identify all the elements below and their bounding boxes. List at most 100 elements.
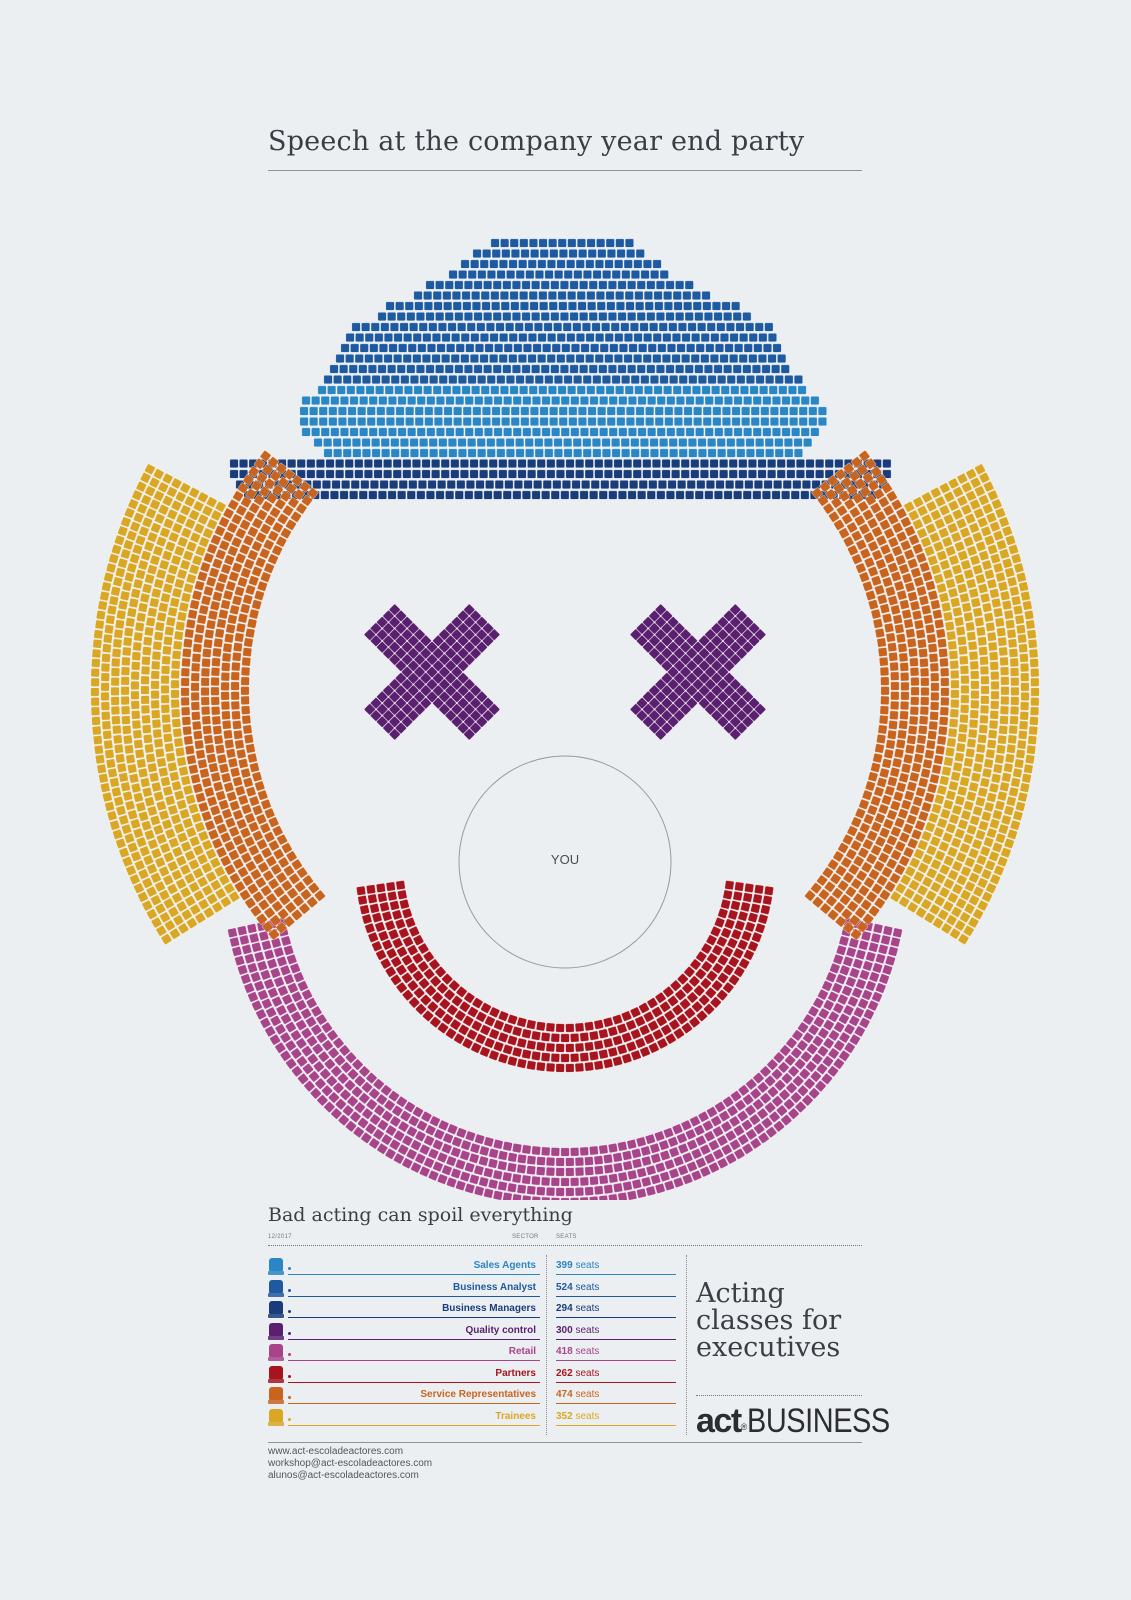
- seat: [187, 609, 198, 620]
- seat: [894, 840, 906, 852]
- seat: [940, 808, 951, 820]
- seat: [663, 385, 673, 395]
- seat: [290, 1011, 303, 1023]
- seat: [666, 427, 676, 437]
- seat: [146, 863, 158, 875]
- seat: [197, 491, 209, 504]
- seat: [409, 374, 420, 385]
- seat: [668, 1168, 680, 1179]
- seat: [563, 448, 573, 458]
- seat: [750, 406, 760, 416]
- seat: [542, 479, 552, 490]
- seat: [992, 763, 1003, 774]
- row-rule: [288, 1295, 540, 1297]
- seat: [717, 374, 727, 385]
- seat: [738, 957, 750, 970]
- seat: [916, 734, 927, 745]
- seat: [111, 648, 122, 658]
- seat: [231, 562, 243, 573]
- seat: [176, 832, 188, 843]
- seat: [395, 416, 405, 427]
- seat: [434, 1007, 446, 1019]
- seat: [912, 893, 924, 905]
- seat: [100, 662, 111, 673]
- seat: [923, 912, 936, 924]
- seat: [475, 641, 488, 653]
- seat: [983, 801, 995, 813]
- seat: [498, 353, 508, 364]
- seat: [117, 600, 129, 611]
- seat: [154, 621, 165, 632]
- seat: [415, 1003, 427, 1016]
- seat: [493, 1019, 505, 1031]
- seat: [657, 343, 667, 353]
- seat: [459, 1150, 471, 1161]
- seat: [878, 714, 889, 725]
- seat: [464, 427, 474, 437]
- slogan-line: Acting: [696, 1278, 785, 1309]
- seat: [866, 517, 879, 529]
- seat: [160, 675, 170, 685]
- seat: [150, 670, 160, 680]
- seat: [1009, 586, 1020, 597]
- seat: [871, 526, 883, 538]
- seat: [629, 322, 640, 332]
- seat: [833, 482, 845, 495]
- seat: [497, 1180, 508, 1192]
- seat: [106, 605, 117, 616]
- seat: [916, 884, 929, 897]
- seat: [659, 1150, 671, 1161]
- seat: [575, 469, 585, 479]
- seat: [601, 374, 612, 385]
- seat: [835, 865, 847, 877]
- legend-row: Quality control 300 seats: [268, 1322, 678, 1343]
- seat: [634, 1015, 646, 1027]
- seat: [650, 1174, 661, 1185]
- seat: [649, 374, 660, 385]
- seat: [647, 395, 657, 406]
- seat: [565, 353, 576, 364]
- seat: [966, 631, 977, 642]
- stage-circle: [458, 755, 672, 969]
- seat: [129, 553, 140, 564]
- seat: [633, 332, 643, 343]
- seat: [389, 1115, 402, 1128]
- seat: [320, 395, 330, 406]
- seat: [628, 343, 638, 353]
- seat: [500, 301, 510, 311]
- seat: [395, 964, 408, 976]
- seat: [259, 1017, 272, 1029]
- seat: [640, 448, 650, 458]
- seat: [802, 1031, 814, 1044]
- seat: [521, 1194, 532, 1200]
- seat: [501, 416, 511, 427]
- seat: [201, 810, 213, 822]
- seat: [380, 957, 392, 970]
- seat: [947, 892, 959, 904]
- seat: [379, 479, 389, 490]
- seat: [95, 754, 106, 765]
- seat: [473, 280, 483, 290]
- seat: [970, 690, 980, 700]
- seat: [625, 1019, 637, 1031]
- seat: [389, 479, 399, 490]
- seat: [528, 385, 538, 395]
- seat: [883, 527, 895, 540]
- seat: [929, 532, 941, 544]
- seat: [188, 564, 200, 575]
- seat: [316, 1031, 328, 1044]
- seat: [986, 631, 997, 642]
- seat: [125, 617, 136, 628]
- seat: [261, 939, 272, 951]
- seat: [247, 752, 258, 764]
- seat: [492, 1169, 503, 1180]
- seat: [630, 448, 640, 458]
- seat: [389, 322, 400, 332]
- seat: [133, 631, 144, 642]
- seat: [749, 1113, 761, 1126]
- seat: [139, 592, 150, 604]
- seat: [846, 900, 859, 913]
- seat: [948, 718, 959, 728]
- seat: [642, 353, 652, 364]
- seat: [991, 498, 1003, 510]
